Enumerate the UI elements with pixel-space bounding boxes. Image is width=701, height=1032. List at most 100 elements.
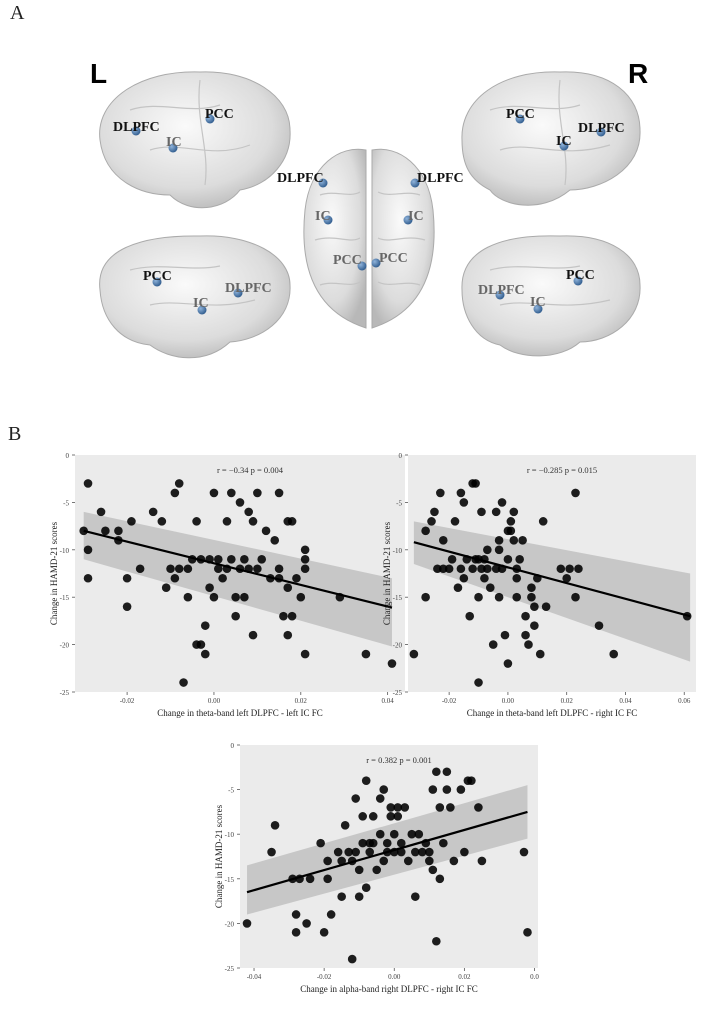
data-point bbox=[386, 803, 396, 812]
data-point bbox=[135, 564, 145, 574]
data-point bbox=[433, 564, 442, 574]
data-point bbox=[500, 630, 510, 640]
node-dlpfc-top-l bbox=[318, 178, 328, 188]
data-point bbox=[444, 564, 454, 574]
node-ic-top-r bbox=[403, 215, 413, 225]
node-pcc-top-l bbox=[357, 261, 367, 271]
data-point bbox=[379, 785, 389, 794]
data-point bbox=[449, 856, 459, 866]
data-point bbox=[460, 847, 469, 857]
data-point bbox=[127, 517, 136, 526]
data-point bbox=[435, 874, 445, 884]
y-tick-label: -25 bbox=[393, 689, 403, 697]
data-point bbox=[248, 630, 258, 640]
brain-right-lateral bbox=[461, 71, 641, 206]
label-dlpfc-top-l: DLPFC bbox=[277, 171, 324, 186]
data-point bbox=[506, 526, 516, 536]
data-point bbox=[556, 564, 566, 574]
data-point bbox=[503, 554, 513, 564]
data-point bbox=[474, 678, 483, 687]
data-point bbox=[244, 507, 253, 517]
data-point bbox=[446, 803, 455, 812]
data-point bbox=[477, 564, 486, 574]
label-ic-l2: IC bbox=[193, 296, 209, 311]
data-point bbox=[300, 564, 310, 574]
node-dlpfc-r1 bbox=[596, 127, 606, 137]
x-tick-label: 0.00 bbox=[208, 697, 221, 705]
data-point bbox=[527, 583, 536, 593]
data-point bbox=[209, 488, 219, 498]
data-point bbox=[183, 592, 193, 602]
chart-1: 0 -5 -10 -15 -20 -25 -0.02 0.00 0.02 0.04 r = −0.3… bbox=[50, 452, 405, 718]
node-ic-top-l bbox=[323, 215, 333, 225]
label-dlpfc-r2: DLPFC bbox=[478, 283, 525, 298]
y-tick-label: -20 bbox=[60, 642, 70, 650]
data-point bbox=[296, 592, 306, 602]
y-tick-label: 0 bbox=[399, 452, 403, 460]
data-point bbox=[274, 564, 284, 574]
data-point bbox=[410, 847, 420, 857]
data-point bbox=[400, 803, 410, 812]
data-point bbox=[609, 649, 619, 659]
regression-line bbox=[413, 541, 691, 618]
data-point bbox=[253, 564, 262, 574]
data-point bbox=[483, 545, 492, 555]
brain-right-medial bbox=[461, 235, 641, 357]
data-point bbox=[382, 838, 392, 848]
data-point bbox=[512, 573, 522, 583]
y-tick-label: -20 bbox=[393, 642, 403, 650]
data-point bbox=[200, 649, 210, 659]
x-tick-label: 0.04 bbox=[619, 697, 632, 705]
data-point bbox=[183, 564, 193, 574]
data-point bbox=[480, 573, 489, 583]
data-point bbox=[428, 785, 438, 794]
label-pcc-top-l: PCC bbox=[333, 253, 362, 268]
data-point bbox=[242, 919, 252, 928]
label-dlpfc-top-r: DLPFC bbox=[417, 171, 464, 186]
data-point bbox=[253, 488, 262, 498]
data-point bbox=[435, 803, 445, 812]
node-dlpfc-r2 bbox=[495, 290, 505, 300]
data-point bbox=[436, 488, 445, 498]
data-point bbox=[459, 573, 469, 583]
data-point bbox=[196, 640, 206, 649]
data-point bbox=[425, 856, 434, 866]
label-pcc-top-r: PCC bbox=[379, 251, 408, 266]
data-point bbox=[477, 507, 486, 517]
data-point bbox=[530, 621, 539, 630]
data-point bbox=[157, 517, 167, 526]
data-point bbox=[372, 865, 382, 875]
x-tick-label: 0.02 bbox=[458, 973, 471, 981]
node-pcc-l1 bbox=[205, 114, 215, 124]
data-point bbox=[235, 498, 245, 507]
data-point bbox=[393, 803, 403, 812]
data-point bbox=[521, 630, 530, 640]
data-point bbox=[421, 526, 430, 536]
y-tick-label: -15 bbox=[393, 594, 403, 602]
data-point bbox=[375, 829, 385, 839]
data-point bbox=[432, 767, 441, 777]
data-point bbox=[83, 573, 93, 583]
y-tick-label: -20 bbox=[225, 920, 235, 928]
data-point bbox=[337, 856, 346, 866]
data-point bbox=[396, 847, 406, 857]
y-tick-label: -15 bbox=[225, 876, 235, 884]
data-point bbox=[96, 507, 106, 517]
brain-left-lateral bbox=[99, 71, 291, 209]
data-point bbox=[425, 847, 434, 857]
y-tick-label: -10 bbox=[60, 547, 70, 555]
data-point bbox=[351, 847, 360, 857]
data-point bbox=[467, 776, 476, 785]
x-axis-label: Change in theta-band left DLPFC - right … bbox=[467, 708, 637, 718]
data-point bbox=[515, 554, 524, 564]
data-point bbox=[541, 602, 551, 611]
data-point bbox=[287, 517, 297, 526]
data-point bbox=[292, 573, 301, 583]
brain-top-view bbox=[303, 148, 435, 329]
data-point bbox=[114, 526, 123, 536]
data-point bbox=[358, 838, 368, 848]
data-point bbox=[565, 564, 574, 574]
data-point bbox=[509, 536, 519, 545]
data-point bbox=[316, 838, 325, 848]
data-point bbox=[319, 928, 329, 937]
